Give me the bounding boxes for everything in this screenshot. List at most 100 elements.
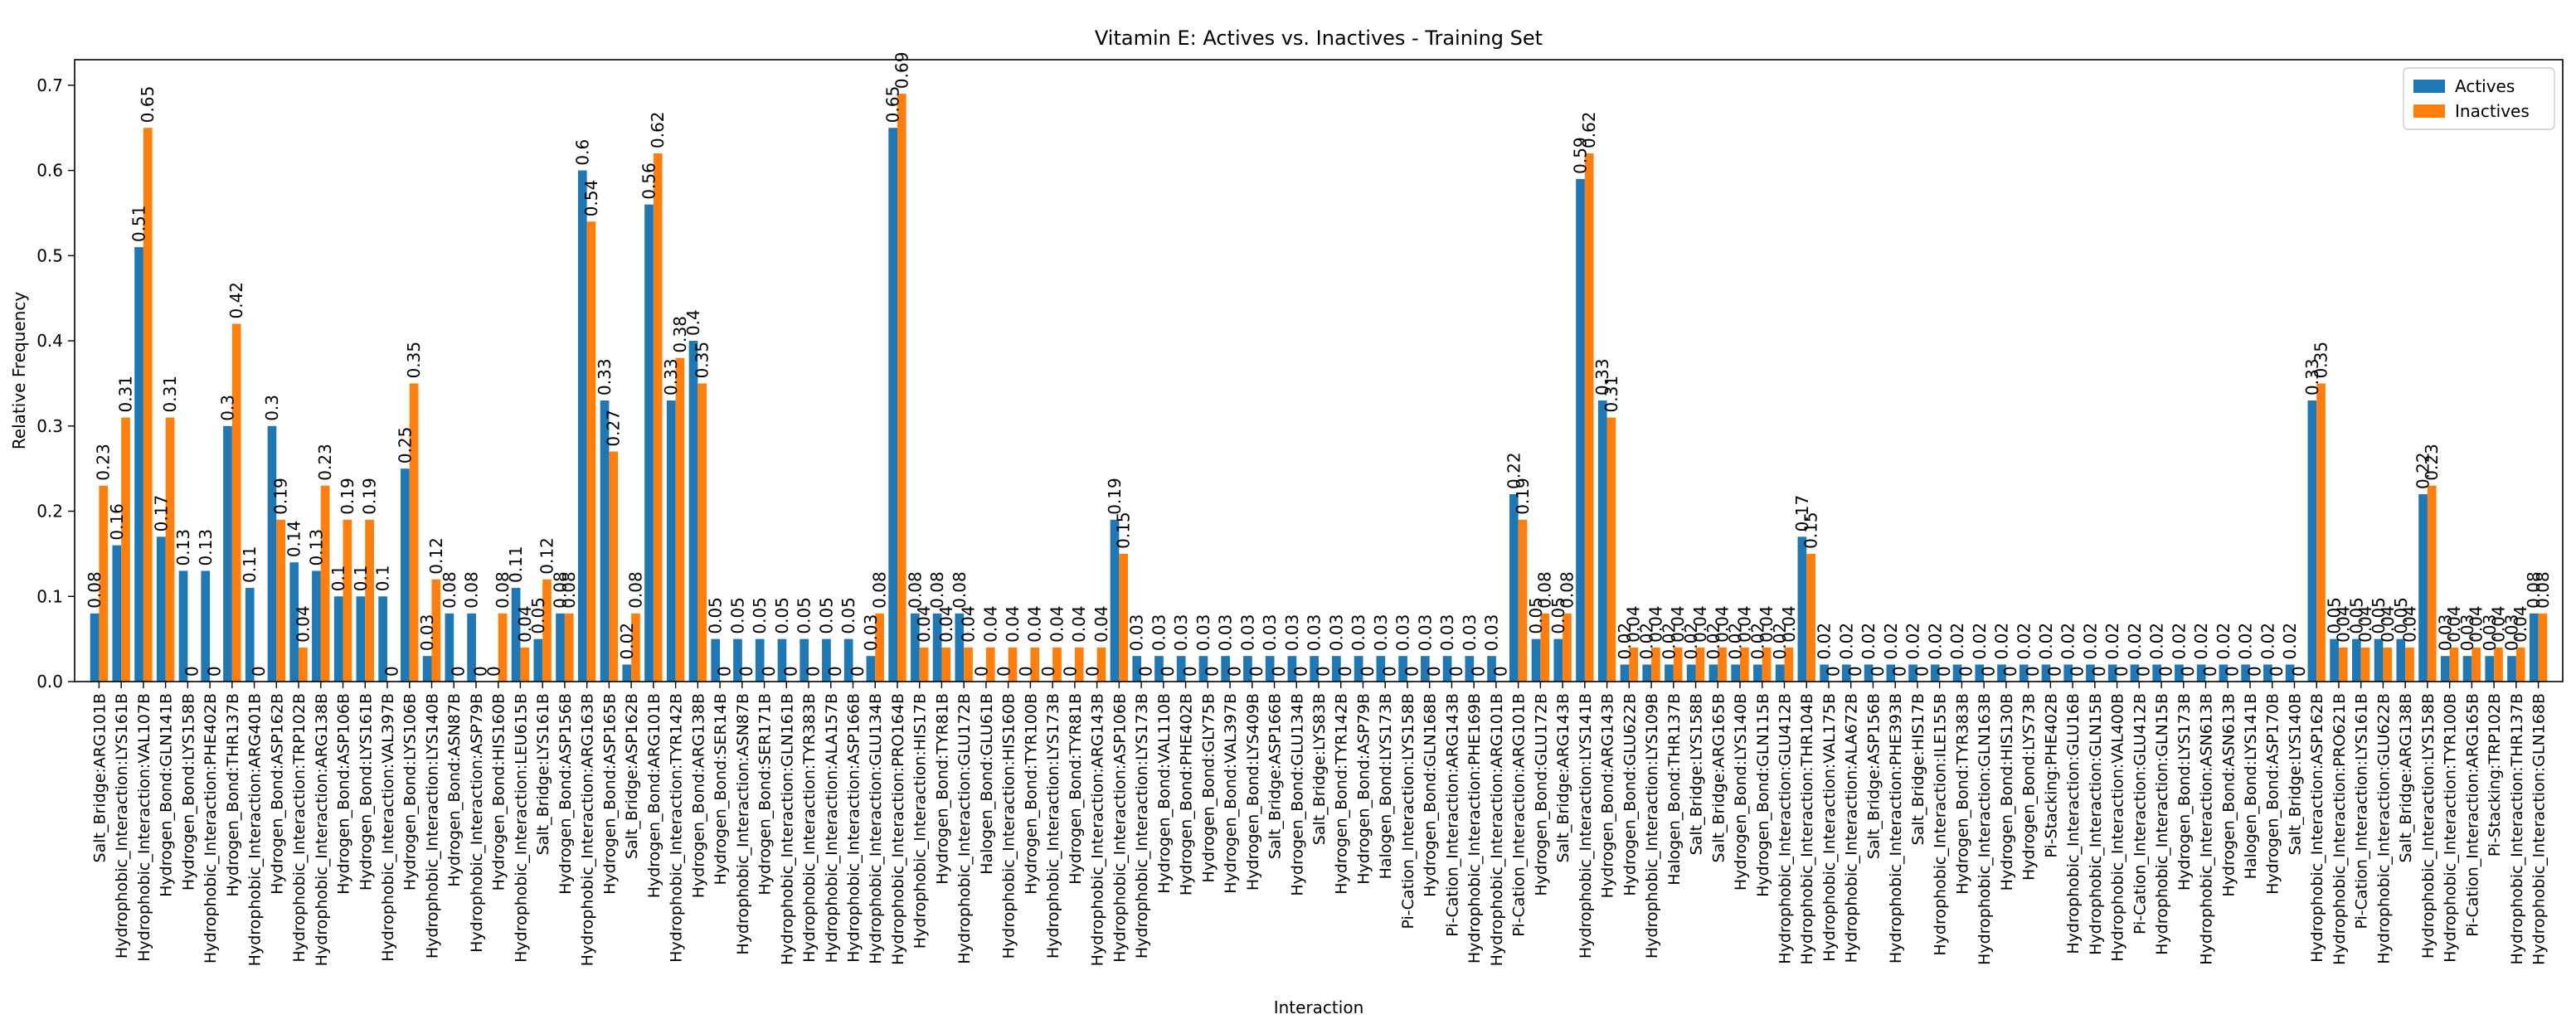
bar-actives — [2041, 664, 2051, 682]
x-tick-label: Hydrogen_Bond:TYR383B — [1953, 693, 1971, 895]
value-label-actives: 0.05 — [1526, 597, 1546, 634]
value-label-actives: 0.02 — [1903, 623, 1923, 660]
bar-actives — [445, 613, 454, 682]
value-label-actives: 0.17 — [151, 495, 171, 532]
value-label-inactives: 0 — [1469, 666, 1489, 677]
bar-inactives — [564, 613, 574, 682]
value-label-actives: 0.03 — [1349, 614, 1368, 652]
value-label-inactives: 0 — [2000, 666, 2020, 677]
x-tick-label: Hydrogen_Bond:SER171B — [756, 693, 775, 896]
value-label-inactives: 0.04 — [2400, 605, 2420, 643]
value-label-inactives: 0.04 — [1003, 605, 1023, 643]
value-label-inactives: 0 — [1313, 666, 1333, 677]
value-label-actives: 0.11 — [506, 546, 526, 583]
bar-actives — [312, 570, 321, 682]
bar-actives — [378, 596, 388, 682]
x-tick-label: Hydrophobic_Interaction:ASP79B — [468, 693, 486, 953]
value-label-actives: 0.17 — [1792, 495, 1812, 532]
value-label-actives: 0.6 — [572, 139, 592, 166]
bar-actives — [1642, 664, 1652, 682]
bar-inactives — [675, 357, 685, 682]
value-label-inactives: 0 — [2178, 666, 2198, 677]
value-label-actives: 0.03 — [1482, 614, 1502, 652]
value-label-inactives: 0.04 — [1668, 605, 1688, 643]
value-label-inactives: 0 — [1446, 666, 1466, 677]
value-label-inactives: 0.15 — [1114, 512, 1134, 549]
bar-actives — [267, 425, 277, 682]
value-label-inactives: 0 — [736, 666, 756, 677]
bar-actives — [1975, 664, 1985, 682]
value-label-actives: 0.1 — [328, 565, 348, 591]
bar-actives — [932, 613, 942, 682]
bar-actives — [622, 664, 632, 682]
x-tick-label: Hydrophobic_Interaction:ALA157B — [823, 693, 841, 963]
x-tick-label: Hydrogen_Bond:LYS173B — [2175, 693, 2194, 891]
value-label-actives: 0.02 — [617, 623, 637, 660]
value-label-inactives: 0.42 — [226, 282, 246, 319]
x-tick-label: Hydrogen_Bond:ASP162B — [268, 693, 286, 895]
x-tick-label: Hydrophobic_Interaction:ARG143B — [1089, 693, 1107, 966]
value-label-inactives: 0 — [382, 666, 401, 677]
value-label-actives: 0.33 — [595, 358, 615, 396]
value-label-actives: 0.02 — [2169, 623, 2189, 660]
x-tick-label: Hydrogen_Bond:LYS140B — [1732, 693, 1750, 891]
value-label-inactives: 0 — [1358, 666, 1378, 677]
bar-inactives — [985, 647, 995, 682]
bar-actives — [2285, 664, 2295, 682]
value-label-actives: 0.02 — [1704, 623, 1723, 660]
value-label-inactives: 0 — [1956, 666, 1976, 677]
bar-inactives — [276, 519, 286, 682]
value-label-inactives: 0.04 — [1690, 605, 1710, 643]
x-tick-label: Pi-Cation_Interaction:GLU412B — [2131, 693, 2149, 934]
value-label-actives: 0.03 — [1171, 614, 1191, 652]
value-label-actives: 0 — [484, 666, 503, 677]
bar-inactives — [320, 485, 330, 682]
bar-actives — [1597, 400, 1607, 682]
x-tick-label: Hydrophobic_Interaction:GLN163B — [1976, 693, 1994, 965]
value-label-actives: 0.05 — [838, 597, 858, 634]
value-label-inactives: 0 — [2089, 666, 2109, 677]
y-tick-label: 0.3 — [36, 416, 63, 436]
value-label-actives: 0.03 — [2457, 614, 2477, 652]
x-tick-label: Salt_Bridge:LYS158B — [1688, 693, 1706, 855]
x-tick-label: Hydrogen_Bond:ARG101B — [645, 693, 663, 898]
bar-inactives — [1096, 647, 1106, 682]
value-label-inactives: 0.31 — [160, 376, 180, 413]
value-label-inactives: 0 — [2289, 666, 2309, 677]
x-tick-label: Pi-Stacking:PHE402B — [2042, 693, 2060, 858]
value-label-actives: 0.08 — [905, 571, 925, 609]
x-tick-label: Hydrophobic_Interaction:GLU622B — [2374, 693, 2393, 964]
x-tick-label: Hydrogen_Bond:GLU172B — [1532, 693, 1550, 896]
value-label-inactives: 0 — [2223, 666, 2243, 677]
value-label-actives: 0.03 — [1393, 614, 1413, 652]
bar-actives — [2529, 613, 2539, 682]
bar-actives — [843, 638, 853, 682]
legend-swatch-inactives — [2413, 104, 2445, 118]
value-label-inactives: 0 — [1978, 666, 1998, 677]
x-tick-label: Hydrogen_Bond:ASP156B — [557, 693, 575, 895]
bar-actives — [1930, 664, 1940, 682]
value-label-inactives: 0 — [803, 666, 823, 677]
value-label-inactives: 0.04 — [2488, 605, 2508, 643]
value-label-actives: 0.02 — [2214, 623, 2233, 660]
value-label-actives: 0.02 — [1615, 623, 1635, 660]
x-tick-label: Hydrophobic_Interaction:PRO164B — [889, 693, 907, 965]
x-tick-label: Hydrophobic_Interaction:ASP106B — [1111, 693, 1129, 963]
bar-actives — [356, 596, 366, 682]
x-tick-label: Hydrophobic_Interaction:VAL400B — [2109, 693, 2127, 962]
x-tick-label: Hydrophobic_Interaction:LYS140B — [423, 693, 441, 959]
bar-inactives — [520, 647, 530, 682]
bar-inactives — [365, 519, 374, 682]
x-tick-label: Hydrophobic_Interaction:ASN87B — [734, 693, 752, 955]
bar-actives — [1310, 656, 1319, 682]
y-tick-label: 0.6 — [36, 161, 63, 181]
bar-actives — [1708, 664, 1718, 682]
bar-inactives — [2427, 485, 2437, 682]
x-tick-label: Hydrophobic_Interaction:PRO621B — [2331, 693, 2349, 965]
x-tick-label: Hydrophobic_Interaction:TYR100B — [2442, 693, 2460, 963]
bar-inactives — [697, 383, 707, 682]
x-tick-label: Hydrogen_Bond:ARG143B — [1599, 693, 1617, 898]
y-tick-label: 0.4 — [36, 331, 63, 351]
x-tick-label: Hydrogen_Bond:ASP165B — [600, 693, 619, 895]
bar-inactives — [143, 128, 153, 682]
